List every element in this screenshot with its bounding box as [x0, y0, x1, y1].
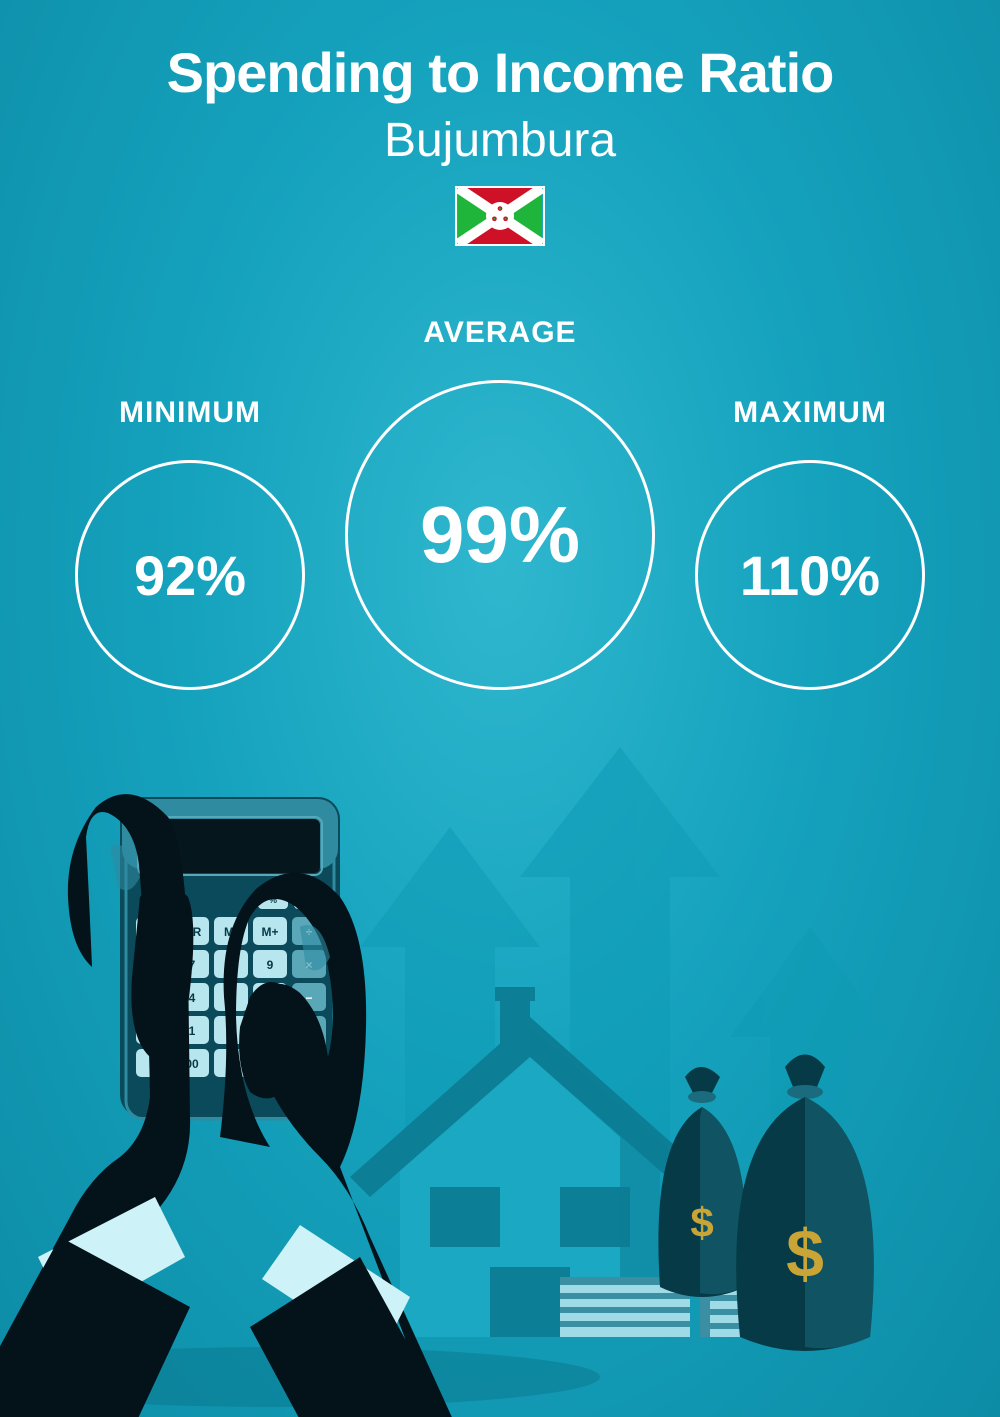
- stat-max-value: 110%: [740, 543, 880, 608]
- stat-avg-circle: 99%: [345, 380, 655, 690]
- stat-minimum: MINIMUM 92%: [75, 396, 305, 690]
- stat-max-label: MAXIMUM: [733, 396, 887, 430]
- page-title: Spending to Income Ratio: [0, 40, 1000, 105]
- stat-max-circle: 110%: [695, 460, 925, 690]
- stat-min-value: 92%: [134, 543, 246, 608]
- stat-avg-label: AVERAGE: [423, 316, 576, 350]
- page-subtitle: Bujumbura: [0, 113, 1000, 168]
- burundi-flag-icon: [455, 186, 545, 246]
- stats-row: MINIMUM 92% AVERAGE 99% MAXIMUM 110%: [0, 316, 1000, 690]
- stat-average: AVERAGE 99%: [345, 316, 655, 690]
- stat-maximum: MAXIMUM 110%: [695, 396, 925, 690]
- stat-avg-value: 99%: [420, 489, 580, 581]
- stat-min-label: MINIMUM: [119, 396, 261, 430]
- stat-min-circle: 92%: [75, 460, 305, 690]
